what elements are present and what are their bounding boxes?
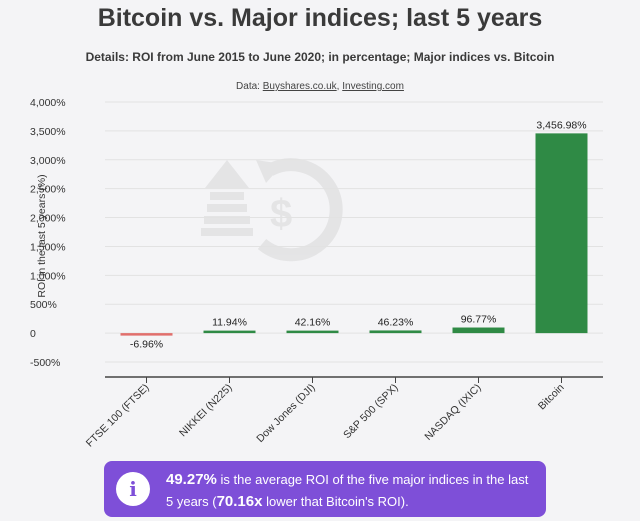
banner-text-1: is the average ROI of the five major ind…: [166, 472, 529, 509]
data-labels: -6.96% 11.94% 42.16% 46.23% 96.77% 3,456.98%: [130, 119, 587, 350]
difference-value: 70.16x: [216, 493, 263, 510]
data-label: 3,456.98%: [536, 119, 586, 131]
x-tick-label: NIKKEI (N225): [177, 382, 235, 440]
y-tick-label: 3,500%: [30, 126, 66, 138]
bar: [369, 330, 422, 334]
bar: [535, 133, 588, 334]
chart-details: Details: ROI from June 2015 to June 2020…: [85, 50, 555, 64]
data-label: 11.94%: [212, 317, 247, 329]
chart-title: Bitcoin vs. Major indices; last 5 years: [97, 4, 543, 32]
x-axis-ticks: FTSE 100 (FTSE) NIKKEI (N225) Dow Jones (D…: [84, 377, 567, 450]
y-tick-label: 2,500%: [30, 184, 66, 196]
source-link-buyshares[interactable]: Buyshares.co.uk: [262, 81, 337, 92]
data-source-separator: ,: [336, 81, 343, 92]
data-source: Data: Buyshares.co.uk, Investing.com: [0, 81, 640, 92]
x-tick-label: FTSE 100 (FTSE): [84, 382, 152, 450]
y-tick-label: 4,000%: [30, 97, 66, 109]
x-tick-label: Bitcoin: [536, 382, 567, 413]
gridlines: [105, 101, 603, 363]
info-banner: i 49.27% is the average ROI of the five …: [104, 461, 546, 517]
data-label: 46.23%: [378, 316, 414, 328]
bar: [452, 327, 505, 334]
y-tick-label: 1,500%: [30, 241, 66, 253]
x-tick-label: Dow Jones (DJI): [254, 382, 317, 445]
info-icon: i: [116, 472, 150, 506]
bar: [286, 330, 339, 334]
bar-chart: $ -500% 0 500% 1,000% 1,500% 2,000% 2,500% 3,00…: [30, 97, 603, 450]
data-source-prefix: Data:: [236, 81, 263, 92]
source-link-investing[interactable]: Investing.com: [342, 81, 404, 92]
y-tick-label: 2,000%: [30, 213, 66, 225]
banner-text-2: lower that Bitcoin's ROI).: [262, 494, 409, 509]
y-tick-label: 500%: [30, 299, 57, 311]
bar: [120, 333, 173, 336]
bars: [120, 133, 588, 336]
y-axis-ticks: -500% 0 500% 1,000% 1,500% 2,000% 2,500% 3,000%…: [30, 97, 66, 369]
y-axis-label: ROI in the last 5 years (%): [36, 174, 48, 297]
x-tick-label: NASDAQ (IXIC): [422, 382, 483, 443]
data-label: 96.77%: [461, 314, 497, 326]
bar: [203, 330, 256, 334]
y-tick-label: 1,000%: [30, 270, 66, 282]
svg-text:$: $: [270, 192, 292, 236]
x-tick-label: S&P 500 (SPX): [341, 382, 401, 442]
y-tick-label: -500%: [30, 357, 60, 369]
data-label: -6.96%: [130, 339, 163, 351]
watermark-icon: $: [201, 158, 343, 262]
y-tick-label: 3,000%: [30, 155, 66, 167]
data-label: 42.16%: [295, 317, 331, 329]
average-roi-value: 49.27%: [166, 471, 217, 488]
banner-message: 49.27% is the average ROI of the five ma…: [166, 469, 538, 513]
y-tick-label: 0: [30, 328, 36, 340]
